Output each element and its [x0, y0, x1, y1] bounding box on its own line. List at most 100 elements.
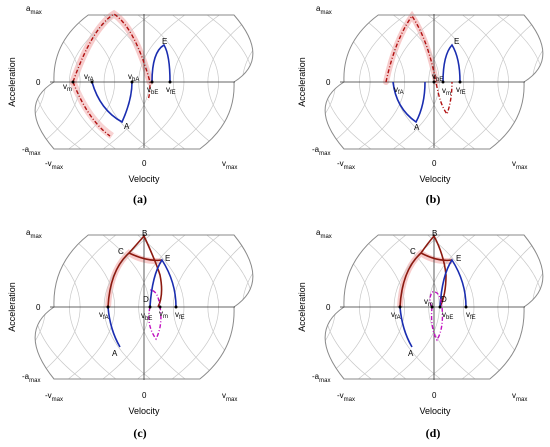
trajectory-blue: [439, 258, 467, 308]
point-marker: [168, 80, 172, 84]
velocity-label: vbE: [432, 72, 443, 83]
point-label: B: [432, 229, 437, 238]
trajectory-blue: [392, 81, 426, 124]
point-marker: [174, 305, 178, 309]
point-marker: [458, 80, 462, 84]
point-label: C: [118, 247, 124, 256]
phase-boundary: [324, 234, 544, 380]
y-axis-title: Acceleration: [297, 282, 307, 332]
trajectory-red-dashed: [385, 14, 453, 116]
x-tick-right: vmax: [512, 159, 527, 171]
panel-d: amax 0 -amax Acceleration -vmax 0 vmax V…: [249, 228, 544, 440]
point-marker: [148, 305, 152, 309]
trajectory-red-dashed: [72, 13, 151, 101]
velocity-label: vfA: [394, 85, 404, 96]
point-label: A: [124, 122, 130, 131]
x-axis-title: Velocity: [128, 406, 160, 416]
panel-caption: (a): [133, 192, 147, 206]
x-tick-right: vmax: [512, 391, 527, 403]
x-tick-zero: 0: [142, 159, 147, 168]
velocity-label: vfE: [466, 310, 476, 321]
point-marker: [438, 305, 442, 309]
panel-b: amax 0 -amax Acceleration -vmax 0 vmax V…: [249, 4, 544, 206]
x-tick-left: -vmax: [45, 159, 63, 171]
panel-a: amax 0 -amax Acceleration -vmax 0 vmax V…: [7, 4, 254, 206]
y-axis-title: Acceleration: [7, 57, 17, 107]
x-tick-zero: 0: [142, 391, 147, 400]
grid-curve: [242, 15, 253, 149]
trajectory-red-solid: [107, 234, 163, 308]
grid-curve: [242, 235, 253, 379]
velocity-label: vfE: [456, 85, 466, 96]
trajectory-red-dashed: [72, 81, 111, 137]
x-tick-zero: 0: [432, 391, 437, 400]
y-tick-bottom: -amax: [312, 145, 330, 157]
panel-caption: (c): [133, 426, 146, 440]
point-label: C: [410, 247, 416, 256]
point-label: A: [414, 123, 420, 132]
velocity-label: vbE: [147, 85, 158, 96]
point-marker: [71, 80, 75, 84]
point-marker: [430, 305, 434, 309]
x-axis-title: Velocity: [128, 174, 160, 184]
y-axis-title: Acceleration: [297, 57, 307, 107]
velocity-label: vm: [442, 86, 451, 97]
y-tick-zero: 0: [36, 78, 41, 87]
point-marker: [130, 80, 134, 84]
panel-caption: (d): [426, 426, 441, 440]
x-axis-title: Velocity: [419, 174, 451, 184]
point-label: D: [441, 295, 447, 304]
x-axis-title: Velocity: [419, 406, 451, 416]
point-label: B: [142, 229, 147, 238]
y-tick-bottom: -amax: [22, 145, 40, 157]
trajectory-magenta: [429, 291, 444, 342]
y-tick-bottom: -amax: [22, 372, 40, 384]
phase-boundary: [34, 234, 254, 380]
y-axis-title: Acceleration: [7, 282, 17, 332]
trajectory-red-solid: [128, 252, 163, 262]
point-marker: [90, 80, 94, 84]
y-tick-zero: 0: [326, 303, 331, 312]
velocity-label: vfE: [166, 85, 176, 96]
trajectory-red-solid: [420, 252, 453, 262]
y-tick-top: amax: [26, 4, 42, 16]
grid-curve: [532, 235, 543, 379]
trajectory-blue: [91, 81, 133, 124]
x-tick-left: -vmax: [45, 391, 63, 403]
velocity-label: vbA: [128, 72, 139, 83]
point-marker: [150, 80, 154, 84]
trajectory-blue: [442, 43, 461, 83]
trajectory-blue: [399, 306, 413, 348]
trajectory-blue: [149, 258, 177, 308]
point-marker: [106, 305, 110, 309]
phase-boundary: [34, 14, 254, 150]
y-tick-top: amax: [316, 4, 332, 16]
x-tick-left: -vmax: [337, 391, 355, 403]
y-tick-bottom: -amax: [312, 372, 330, 384]
point-label: A: [112, 349, 118, 358]
point-label: A: [408, 349, 414, 358]
point-marker: [464, 305, 468, 309]
x-tick-zero: 0: [432, 159, 437, 168]
x-tick-left: -vmax: [337, 159, 355, 171]
point-marker: [441, 80, 445, 84]
y-tick-zero: 0: [36, 303, 41, 312]
grid-curve: [532, 15, 543, 149]
x-tick-right: vmax: [222, 159, 237, 171]
grid-curve: [249, 231, 301, 383]
velocity-label: vfA: [391, 310, 401, 321]
panel-c: amax 0 -amax Acceleration -vmax 0 vmax V…: [7, 228, 254, 440]
point-label: E: [162, 37, 167, 46]
phase-boundary: [324, 14, 544, 150]
trajectory-blue: [107, 306, 121, 348]
velocity-label: vfA: [84, 72, 94, 83]
grid-curve: [249, 11, 301, 153]
trajectory-red-solid: [399, 234, 447, 308]
velocity-label: vbE: [141, 311, 152, 322]
x-tick-right: vmax: [222, 391, 237, 403]
point-marker: [158, 305, 162, 309]
velocity-label: vfA: [99, 310, 109, 321]
y-tick-zero: 0: [326, 78, 331, 87]
